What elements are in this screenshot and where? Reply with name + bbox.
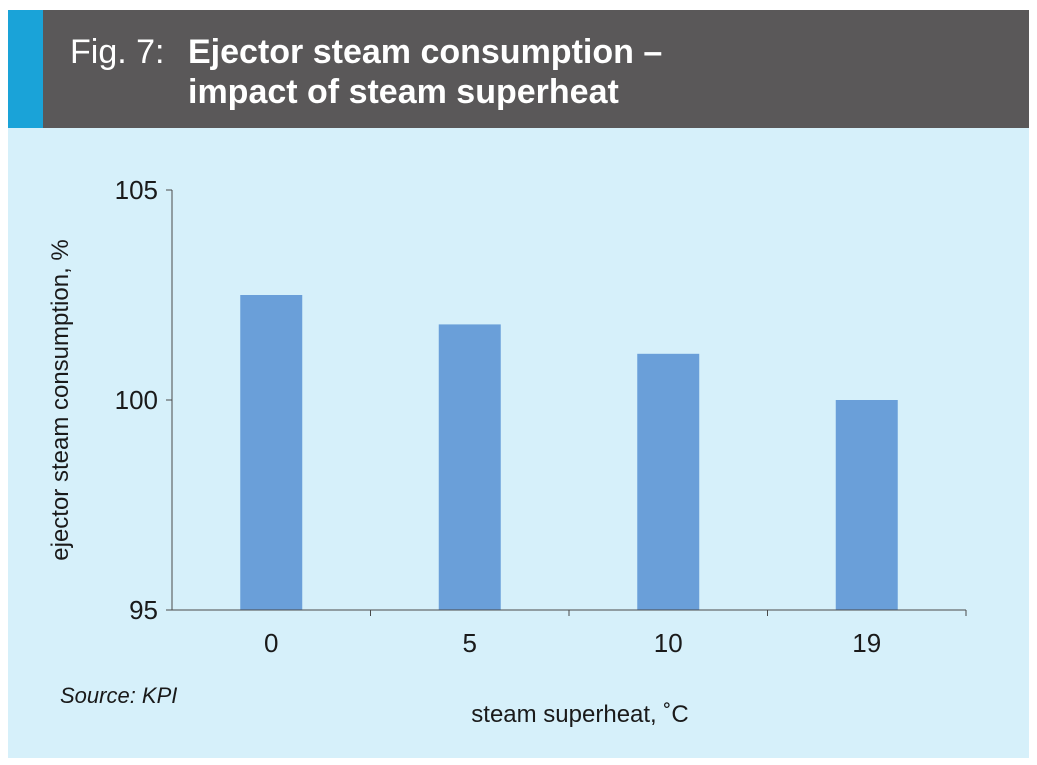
y-tick-label: 95	[129, 595, 158, 625]
x-tick-label-0: 0	[264, 628, 278, 658]
bar-5	[438, 324, 501, 610]
x-ticks-group: 0 5 10 19	[264, 610, 967, 658]
x-tick-label-19: 19	[852, 628, 881, 658]
x-axis-label: steam superheat, ˚C	[471, 701, 688, 728]
bars-group	[240, 295, 898, 610]
figure-title: Ejector steam consumption – impact of st…	[188, 32, 662, 112]
source-note: Source: KPI	[60, 683, 178, 708]
x-tick-label-10: 10	[654, 628, 683, 658]
bar-10	[637, 353, 700, 610]
y-tick-label: 100	[115, 385, 158, 415]
bar-0	[240, 295, 303, 610]
x-tick-label-5: 5	[463, 628, 477, 658]
accent-bar	[8, 10, 43, 128]
figure-title-line-1: Ejector steam consumption –	[188, 33, 663, 71]
y-axis-label: ejector steam consumption, %	[47, 239, 74, 560]
y-ticks-group: 95 100 105	[115, 175, 172, 625]
figure-title-line-2: impact of steam superheat	[188, 73, 619, 111]
figure-header: Fig. 7: Ejector steam consumption – impa…	[8, 10, 1029, 128]
figure-panel: Fig. 7: Ejector steam consumption – impa…	[8, 10, 1029, 758]
bar-19	[835, 400, 898, 610]
y-tick-label: 105	[115, 175, 158, 205]
bar-chart: 95 100 105 0 5 10 19 ejector steam consumptio…	[47, 175, 967, 728]
figure-label: Fig. 7:	[70, 33, 165, 71]
